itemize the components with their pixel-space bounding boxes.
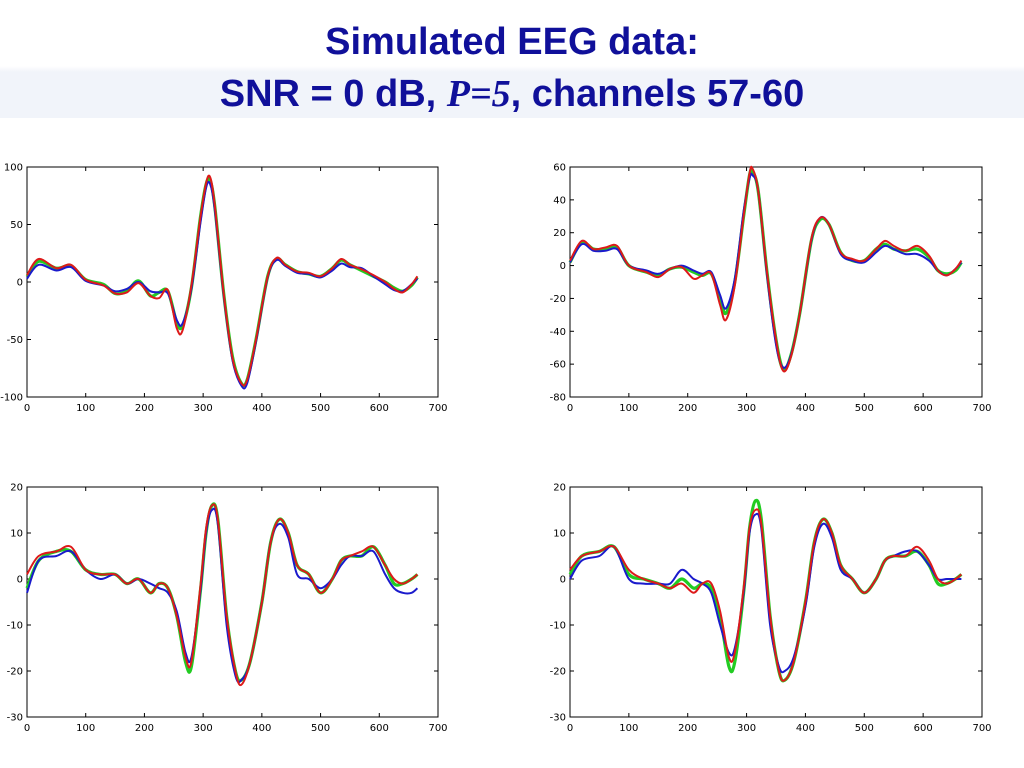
x-tick-label: 200 — [678, 723, 697, 734]
y-tick-label: 40 — [553, 195, 566, 206]
y-tick-label: -50 — [7, 335, 23, 346]
x-tick-label: 400 — [252, 723, 271, 734]
y-tick-label: -20 — [550, 667, 566, 678]
x-tick-label: 200 — [135, 723, 154, 734]
y-tick-label: 10 — [553, 529, 566, 540]
y-tick-label: -20 — [7, 667, 23, 678]
series-line-green — [25, 502, 419, 683]
y-tick-label: -10 — [550, 621, 566, 632]
axes-frame — [569, 166, 983, 398]
title-line-1: Simulated EEG data: — [325, 21, 699, 63]
y-tick-label: 10 — [10, 529, 23, 540]
title-band — [0, 0, 1024, 118]
x-tick-label: 600 — [914, 723, 933, 734]
series-line-red — [26, 174, 419, 387]
chart-panel-1: 0 100 200 300 400 500 600 700 -100 -50 0 50 100 — [0, 163, 447, 415]
x-tick-label: 100 — [76, 723, 95, 734]
x-tick-label: 500 — [311, 403, 330, 414]
x-tick-label: 0 — [24, 403, 30, 414]
x-tick-label: 300 — [737, 723, 756, 734]
x-tick-label: 300 — [194, 723, 213, 734]
x-tick-label: 100 — [619, 403, 638, 414]
title-line-2-prefix: SNR = 0 dB, — [219, 73, 447, 115]
x-tick-label: 400 — [796, 723, 815, 734]
x-tick-label: 200 — [135, 403, 154, 414]
title-line-2-suffix: , channels 57-60 — [510, 73, 805, 115]
axes-frame — [26, 486, 439, 718]
title-line-2: SNR = 0 dB, P=5, channels 57-60 — [0, 68, 1024, 120]
x-tick-label: 600 — [914, 403, 933, 414]
y-tick-label: -20 — [550, 294, 566, 305]
y-tick-label: 0 — [560, 261, 566, 272]
chart-panel-4: 0 100 200 300 400 500 600 700 -30 -20 -10 0 10 20 — [550, 483, 992, 735]
axes-frame — [569, 486, 983, 718]
y-tick-label: 0 — [560, 575, 566, 586]
x-tick-label: 700 — [972, 403, 991, 414]
x-tick-label: 0 — [24, 723, 30, 734]
series-line-red — [569, 508, 963, 682]
y-tick-label: 100 — [4, 163, 23, 174]
series-line-red — [569, 165, 963, 373]
y-tick-label: 0 — [17, 575, 23, 586]
y-tick-label: -60 — [550, 360, 566, 371]
slide-title: Simulated EEG data: SNR = 0 dB, P=5, cha… — [0, 16, 1024, 120]
x-tick-label: 100 — [76, 403, 95, 414]
chart-panel-3: 0 100 200 300 400 500 600 700 -30 -20 -10 0 10 20 — [7, 483, 448, 735]
series-line-red — [26, 503, 419, 687]
series-line-blue — [26, 507, 419, 684]
y-tick-label: -10 — [7, 621, 23, 632]
y-tick-label: 20 — [553, 483, 566, 494]
y-tick-label: -100 — [0, 393, 23, 404]
y-tick-label: -40 — [550, 327, 566, 338]
x-tick-label: 400 — [252, 403, 271, 414]
x-tick-label: 600 — [370, 723, 389, 734]
x-tick-label: 0 — [567, 723, 573, 734]
x-tick-label: 200 — [678, 403, 697, 414]
series-line-blue — [569, 172, 963, 369]
y-tick-label: 20 — [553, 228, 566, 239]
y-tick-label: 20 — [10, 483, 23, 494]
x-tick-label: 400 — [796, 403, 815, 414]
x-tick-label: 500 — [855, 403, 874, 414]
title-line-2-italic: P=5 — [446, 73, 511, 115]
x-tick-label: 0 — [567, 403, 573, 414]
series-line-green — [568, 498, 963, 683]
y-tick-label: -80 — [550, 393, 566, 404]
x-tick-label: 300 — [737, 403, 756, 414]
y-tick-label: 60 — [553, 163, 566, 174]
y-tick-label: 50 — [10, 220, 23, 231]
y-tick-label: 0 — [17, 278, 23, 289]
x-tick-label: 100 — [619, 723, 638, 734]
x-tick-label: 500 — [855, 723, 874, 734]
series-line-blue — [569, 512, 962, 674]
chart-panel-2: 0 100 200 300 400 500 600 700 -80 -60 -40 -20 0 20 40 6… — [550, 163, 992, 415]
x-tick-label: 700 — [428, 403, 447, 414]
y-tick-label: -30 — [550, 713, 566, 724]
x-tick-label: 500 — [311, 723, 330, 734]
y-tick-label: -30 — [7, 713, 23, 724]
x-tick-label: 700 — [972, 723, 991, 734]
x-tick-label: 600 — [370, 403, 389, 414]
x-tick-label: 300 — [194, 403, 213, 414]
x-tick-label: 700 — [428, 723, 447, 734]
